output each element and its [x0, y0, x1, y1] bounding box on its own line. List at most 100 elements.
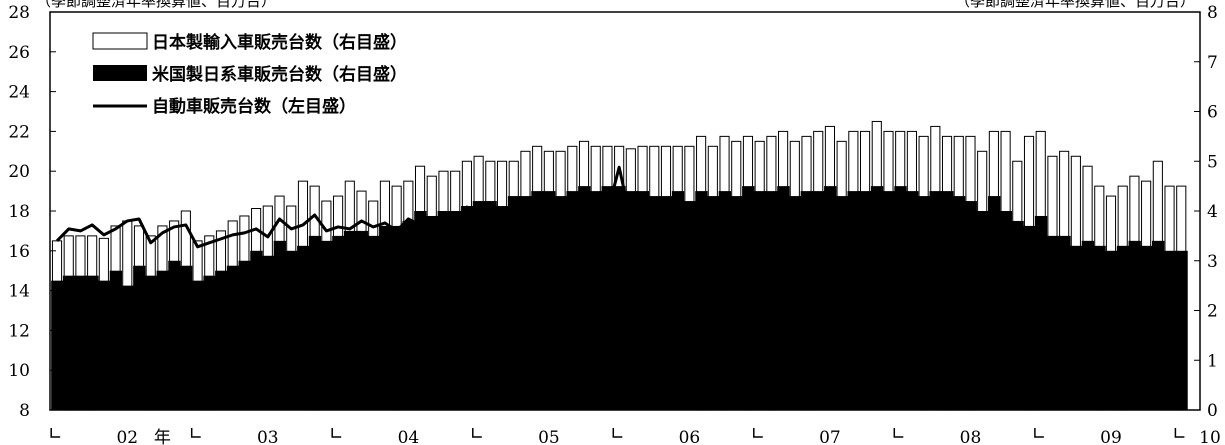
- bar-us-japanese: [824, 186, 837, 411]
- left-tick-label: 24: [8, 83, 30, 103]
- bar-us-japanese: [1058, 235, 1071, 411]
- bar-us-japanese: [320, 240, 333, 410]
- legend-label-total-sales: 自動車販売台数（左目盛）: [152, 96, 356, 117]
- bar-us-japanese: [156, 270, 169, 410]
- right-tick-label: 4: [1207, 202, 1218, 222]
- bar-us-japanese: [847, 191, 860, 410]
- bar-us-japanese: [988, 196, 1001, 410]
- bar-us-japanese: [531, 191, 544, 410]
- bar-us-japanese: [554, 196, 568, 410]
- bar-us-japanese: [882, 191, 895, 410]
- right-tick-label: 2: [1207, 302, 1218, 322]
- bar-us-japanese: [484, 201, 497, 410]
- bar-us-japanese: [1105, 250, 1118, 410]
- bar-us-japanese: [168, 260, 181, 410]
- x-axis: 02 年 03 04 05 06 07 08 09 10: [50, 428, 1221, 445]
- bar-us-japanese: [179, 265, 193, 410]
- bar-us-japanese: [742, 186, 755, 411]
- right-axis: 0 1 2 3 4 5 6 7 8: [1194, 3, 1218, 421]
- left-tick-label: 28: [8, 3, 30, 23]
- right-tick-label: 1: [1207, 351, 1218, 371]
- x-tick-label: 09: [1100, 428, 1122, 445]
- right-tick-label: 7: [1207, 53, 1218, 73]
- legend-swatch-hollow: [92, 32, 148, 50]
- x-period-mark: [472, 428, 482, 438]
- bar-us-japanese: [835, 196, 849, 410]
- bar-us-japanese: [800, 191, 813, 410]
- bar-us-japanese: [543, 191, 556, 410]
- right-tick-label: 8: [1207, 3, 1218, 23]
- bar-us-japanese: [636, 191, 650, 410]
- bar-us-japanese: [1175, 250, 1188, 410]
- bar-us-japanese: [917, 196, 931, 410]
- left-tick-label: 12: [8, 321, 30, 341]
- left-tick-label: 10: [8, 361, 30, 381]
- bar-us-japanese: [999, 211, 1013, 410]
- legend: 日本製輸入車販売台数（右目盛） 米国製日系車販売台数（右目盛） 自動車販売台数（…: [92, 32, 407, 117]
- bar-us-japanese: [1128, 240, 1141, 410]
- bar-us-japanese: [109, 270, 123, 410]
- bar-us-japanese: [578, 186, 591, 411]
- bar-us-japanese: [308, 235, 322, 411]
- bar-us-japanese: [74, 275, 87, 410]
- bar-us-japanese: [589, 191, 603, 410]
- bar-us-japanese: [144, 275, 158, 410]
- bar-us-japanese: [1046, 235, 1059, 411]
- bar-us-japanese: [297, 245, 310, 410]
- bar-us-japanese: [285, 250, 298, 410]
- right-tick-label: 3: [1207, 252, 1218, 272]
- left-tick-label: 20: [8, 162, 30, 182]
- bar-us-japanese: [870, 186, 884, 411]
- bar-us-japanese: [414, 211, 427, 410]
- left-axis: 8 10 12 14 16 18 20 22 24 26 28: [8, 3, 56, 421]
- bar-us-japanese: [203, 275, 216, 410]
- right-tick-label: 5: [1207, 152, 1218, 172]
- x-tick-label: 04: [398, 428, 420, 445]
- bar-us-japanese: [683, 201, 696, 410]
- bar-us-japanese: [238, 260, 251, 410]
- left-unit-label: （季節調整済年率換算値、百万台）: [36, 0, 276, 10]
- bar-us-japanese: [941, 191, 954, 410]
- bar-us-japanese: [402, 220, 415, 410]
- left-tick-label: 26: [8, 43, 30, 63]
- left-tick-label: 14: [8, 282, 30, 302]
- bar-us-japanese: [1023, 225, 1036, 410]
- x-period-mark: [331, 428, 342, 438]
- bar-us-japanese: [1034, 215, 1048, 410]
- legend-label-us-japanese: 米国製日系車販売台数（右目盛）: [152, 64, 407, 85]
- bar-us-japanese: [1070, 245, 1083, 410]
- bar-us-japanese: [62, 275, 76, 410]
- x-tick-label: 03: [257, 428, 279, 445]
- bar-us-japanese: [437, 211, 450, 410]
- x-tick-label: 06: [679, 428, 701, 445]
- bar-us-japanese: [507, 196, 521, 410]
- bar-us-japanese: [261, 255, 275, 410]
- bar-us-japanese: [777, 186, 790, 411]
- x-period-mark: [753, 428, 763, 438]
- bar-us-japanese: [86, 275, 99, 410]
- bar-us-japanese: [367, 235, 380, 411]
- bar-us-japanese: [1081, 240, 1095, 410]
- legend-label-japan-import: 日本製輸入車販売台数（右目盛）: [152, 32, 407, 53]
- bar-us-japanese: [519, 196, 532, 410]
- bar-us-japanese: [98, 280, 111, 410]
- bar-us-japanese: [425, 215, 439, 410]
- bar-us-japanese: [788, 196, 802, 410]
- legend-swatch-solid: [93, 65, 147, 81]
- bar-us-japanese: [1151, 240, 1165, 410]
- bar-us-japanese: [191, 280, 205, 410]
- bar-us-japanese: [215, 270, 228, 410]
- bar-us-japanese: [133, 265, 146, 410]
- bar-us-japanese: [449, 211, 462, 410]
- bar-us-japanese: [121, 285, 134, 411]
- bar-us-japanese: [390, 225, 404, 410]
- right-unit-label: （季節調整済年率換算値、百万台）: [955, 0, 1195, 10]
- bar-us-japanese: [250, 250, 263, 410]
- bar-us-japanese: [730, 196, 743, 410]
- bar-us-japanese: [1163, 250, 1177, 410]
- bar-us-japanese: [472, 201, 486, 410]
- bar-us-japanese: [355, 230, 368, 410]
- bar-us-japanese: [952, 196, 966, 410]
- x-period-mark: [190, 428, 201, 438]
